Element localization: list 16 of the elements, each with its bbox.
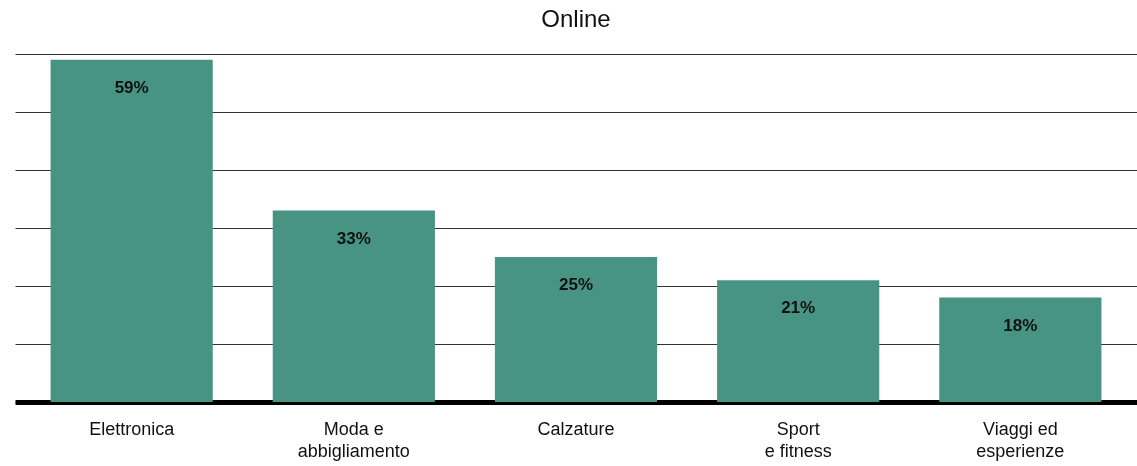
data-label: 25% — [558, 275, 594, 294]
x-tick-label: Calzature — [537, 418, 615, 439]
bar — [272, 210, 435, 402]
bar — [939, 297, 1102, 402]
data-label: 59% — [114, 77, 149, 97]
data-label: 18% — [1003, 315, 1038, 335]
bar — [50, 59, 213, 402]
bar — [494, 257, 658, 402]
data-label: 21% — [781, 298, 816, 318]
chart-title: Online — [541, 5, 611, 32]
data-label: 33% — [336, 228, 371, 248]
x-tick-label: Sport e fitness — [764, 418, 832, 461]
x-tick-label: Moda e abbigliamento — [297, 418, 410, 461]
x-tick-label: Viaggi ed esperienze — [976, 418, 1065, 461]
bar — [717, 280, 880, 402]
x-tick-label: Elettronica — [89, 418, 176, 439]
